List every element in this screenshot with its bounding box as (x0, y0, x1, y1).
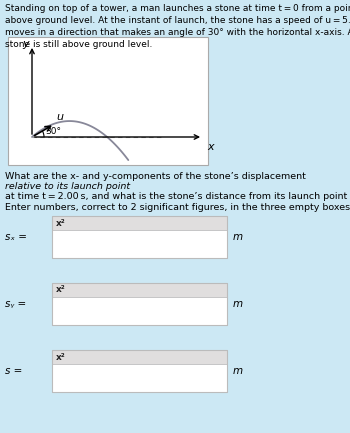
Bar (52, 364, 227, 392)
Bar (52, 216, 227, 258)
Bar (52, 230, 227, 258)
Text: relative to its launch point: relative to its launch point (5, 182, 130, 191)
Text: x²: x² (56, 219, 66, 227)
Text: Enter numbers, correct to 2 significant figures, in the three empty boxes below:: Enter numbers, correct to 2 significant … (5, 203, 350, 212)
Text: m: m (233, 366, 243, 376)
Bar (52, 297, 227, 325)
Text: stone is still above ground level.: stone is still above ground level. (5, 40, 152, 49)
Text: u: u (56, 112, 63, 122)
Text: 30°: 30° (45, 127, 61, 136)
Text: sᵧ =: sᵧ = (5, 299, 26, 309)
Text: m: m (233, 299, 243, 309)
Text: x²: x² (56, 285, 66, 294)
Text: moves in a direction that makes an angle of 30° with the horizontal x-axis. At t: moves in a direction that makes an angle… (5, 28, 350, 37)
Bar (52, 283, 227, 297)
Text: at time t = 2.00 s, and what is the stone’s distance from its launch point at th: at time t = 2.00 s, and what is the ston… (5, 192, 350, 201)
Text: Standing on top of a tower, a man launches a stone at time t = 0 from a point 15: Standing on top of a tower, a man launch… (5, 4, 350, 13)
Bar (52, 283, 227, 325)
Bar (52, 350, 227, 364)
Text: m: m (233, 232, 243, 242)
Bar (52, 216, 227, 230)
Bar (8, 37, 208, 165)
Text: What are the x- and y-components of the stone’s displacement: What are the x- and y-components of the … (5, 172, 309, 181)
Text: x: x (207, 142, 214, 152)
Text: x²: x² (56, 352, 66, 362)
Text: y: y (22, 39, 29, 49)
Text: s =: s = (5, 366, 22, 376)
Text: above ground level. At the instant of launch, the stone has a speed of u = 5.00 : above ground level. At the instant of la… (5, 16, 350, 25)
Text: sₓ =: sₓ = (5, 232, 27, 242)
Bar (52, 350, 227, 392)
